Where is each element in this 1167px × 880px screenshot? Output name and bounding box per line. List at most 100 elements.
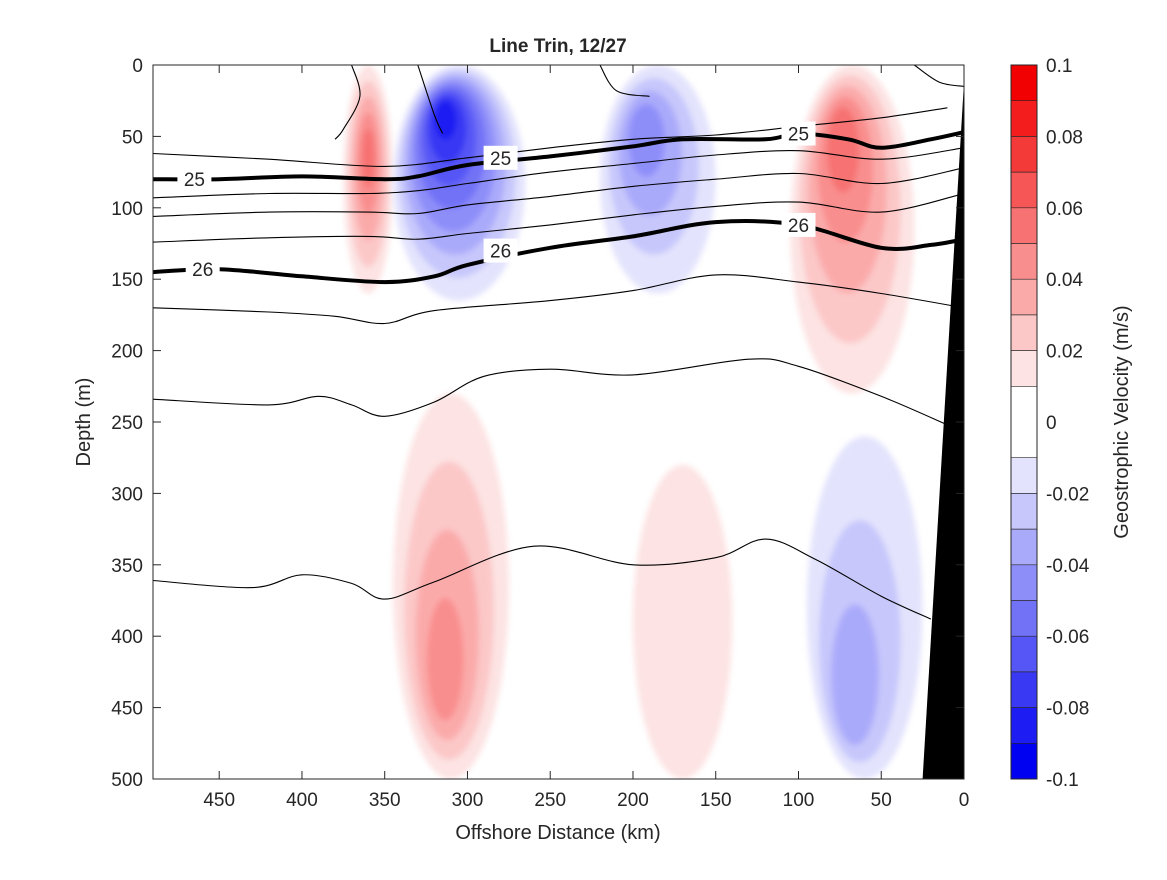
colorbar-tick-label: -0.1 bbox=[1046, 770, 1079, 791]
x-tick-label: 200 bbox=[617, 790, 649, 811]
colorbar-tick-label: -0.02 bbox=[1046, 484, 1089, 505]
topography-layer bbox=[922, 82, 964, 779]
x-tick-label: 50 bbox=[871, 790, 892, 811]
contour-label: 25 bbox=[788, 125, 809, 146]
y-tick-label: 250 bbox=[111, 413, 143, 434]
x-tick-label: 250 bbox=[534, 790, 566, 811]
velocity-level bbox=[831, 604, 879, 746]
y-tick-label: 350 bbox=[111, 556, 143, 577]
contour-label: 26 bbox=[192, 260, 213, 281]
x-tick-label: 0 bbox=[959, 790, 970, 811]
contour-label-bg bbox=[781, 212, 816, 237]
velocity-level bbox=[632, 464, 733, 779]
colorbar-band bbox=[1011, 707, 1037, 744]
colorbar-band bbox=[1011, 636, 1037, 672]
velocity-level bbox=[426, 597, 464, 721]
colorbar-band bbox=[1011, 457, 1037, 494]
colorbar-band bbox=[1011, 743, 1037, 779]
contour-label: 25 bbox=[490, 149, 511, 170]
colorbar-band bbox=[1011, 671, 1037, 708]
colorbar-tick-label: -0.04 bbox=[1046, 556, 1090, 577]
contour-label-bg bbox=[483, 145, 518, 170]
x-tick-label: 300 bbox=[452, 790, 484, 811]
colorbar-tick-label: 0 bbox=[1046, 413, 1057, 434]
velocity-feature-5 bbox=[393, 393, 509, 779]
colorbar-tick-label: -0.06 bbox=[1046, 627, 1089, 648]
contour-label-bg bbox=[185, 257, 220, 282]
colorbar-tick-label: 0.04 bbox=[1046, 270, 1083, 291]
colorbar-band bbox=[1011, 350, 1037, 387]
contour-label-bg bbox=[781, 121, 816, 146]
y-axis-label: Depth (m) bbox=[73, 378, 95, 467]
colorbar-band bbox=[1011, 493, 1037, 530]
isopycnal-line bbox=[153, 358, 948, 426]
colorbar-band bbox=[1011, 65, 1037, 101]
isopycnal-line bbox=[153, 192, 964, 243]
colorbar-band bbox=[1011, 564, 1037, 601]
colorbar-band bbox=[1011, 243, 1037, 280]
colorbar-band bbox=[1011, 529, 1037, 565]
isopycnal-line bbox=[153, 107, 948, 167]
isopycnal-bold-25 bbox=[153, 130, 964, 182]
contour-label-bg bbox=[177, 167, 212, 192]
contour-label-bg bbox=[483, 238, 518, 263]
colorbar-frame bbox=[1010, 64, 1038, 780]
velocity-level bbox=[628, 104, 665, 177]
x-tick-label: 450 bbox=[203, 790, 235, 811]
velocity-feature-7 bbox=[632, 464, 733, 779]
colorbar-tick-label: 0.02 bbox=[1046, 342, 1083, 363]
isopycnal-line bbox=[913, 65, 964, 87]
isopycnal-bold-26 bbox=[153, 219, 964, 285]
isopycnal-line bbox=[153, 147, 964, 199]
velocity-level bbox=[361, 128, 375, 188]
colorbar: 0.1 0.08 0.06 0.04 0.02 0 -0.02 -0.04 -0.06 -0.08… bbox=[1010, 56, 1090, 791]
colorbar-band bbox=[1011, 207, 1037, 244]
colorbar-tick-label: 0.1 bbox=[1046, 56, 1072, 77]
colorbar-band bbox=[1011, 386, 1037, 458]
colorbar-band bbox=[1011, 279, 1037, 315]
colorbar-tick-label: -0.08 bbox=[1046, 699, 1089, 720]
isopycnal-line bbox=[153, 274, 964, 325]
velocity-level bbox=[434, 100, 457, 140]
y-tick-label: 450 bbox=[111, 699, 143, 720]
isopycnal-line bbox=[599, 65, 650, 97]
y-tick-label: 500 bbox=[111, 770, 143, 791]
isopycnal-line bbox=[153, 538, 932, 620]
isopycnal-line bbox=[153, 167, 964, 217]
velocity-feature-3 bbox=[599, 65, 716, 294]
velocity-level bbox=[827, 107, 860, 193]
colorbar-band bbox=[1011, 136, 1037, 173]
y-tick-label: 150 bbox=[111, 270, 143, 291]
colorbar-band bbox=[1011, 172, 1037, 208]
colorbar-label: Geostrophic Velocity (m/s) bbox=[1111, 305, 1133, 538]
isopycnal-line bbox=[417, 65, 444, 134]
bathymetry bbox=[922, 82, 964, 779]
x-axis: 450 400 350 300 250 200 150 100 50 0 bbox=[203, 65, 969, 811]
x-tick-label: 350 bbox=[369, 790, 401, 811]
isopycnal-line bbox=[334, 65, 361, 140]
contour-label: 26 bbox=[788, 216, 809, 237]
colorbar-tick-label: 0.08 bbox=[1046, 127, 1083, 148]
y-tick-label: 400 bbox=[111, 627, 143, 648]
y-axis: 0 50 100 150 200 250 300 350 400 450 500 bbox=[111, 56, 964, 791]
y-tick-label: 50 bbox=[122, 127, 143, 148]
contour-label: 26 bbox=[490, 242, 511, 263]
y-tick-label: 300 bbox=[111, 484, 143, 505]
y-tick-label: 200 bbox=[111, 342, 143, 363]
colorbar-band bbox=[1011, 600, 1037, 637]
x-tick-label: 400 bbox=[286, 790, 318, 811]
x-axis-label: Offshore Distance (km) bbox=[455, 822, 660, 844]
velocity-feature-6 bbox=[806, 436, 923, 779]
colorbar-band bbox=[1011, 314, 1037, 351]
y-tick-label: 100 bbox=[111, 199, 143, 220]
colorbar-band bbox=[1011, 100, 1037, 137]
chart-title: Line Trin, 12/27 bbox=[489, 36, 626, 57]
y-tick-label: 0 bbox=[132, 56, 143, 77]
velocity-fill-layer bbox=[343, 65, 923, 779]
contour-label: 25 bbox=[184, 170, 205, 191]
x-tick-label: 100 bbox=[783, 790, 815, 811]
colorbar-tick-label: 0.06 bbox=[1046, 199, 1083, 220]
isopycnal-layer: 25 25 25 26 26 26 bbox=[153, 65, 964, 620]
